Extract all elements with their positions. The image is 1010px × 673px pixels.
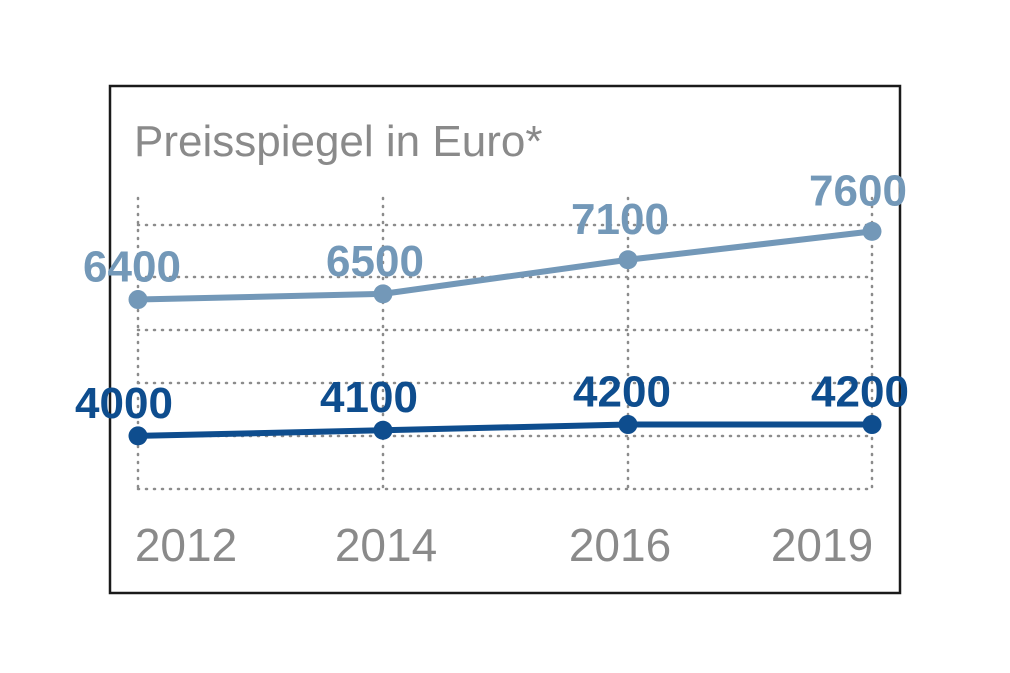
series-1-label-2014: 6500 <box>326 237 424 286</box>
series-2-point-2019 <box>862 415 882 435</box>
series-1-point-2016 <box>618 250 638 270</box>
series-2-point-2014 <box>373 420 393 440</box>
chart-frame <box>108 84 902 595</box>
series-1-label-2019: 7600 <box>809 166 907 215</box>
series-2-line <box>135 421 875 439</box>
series-1-label-2012: 6400 <box>83 243 181 292</box>
series-1-point-2019 <box>862 221 882 241</box>
series-1-line <box>135 228 875 303</box>
series-1-point-2012 <box>128 290 148 310</box>
series-2-label-2016: 4200 <box>573 368 671 417</box>
series-2-point-2016 <box>618 415 638 435</box>
series-layer: 6400 6500 7100 7600 4000 4100 4200 4200 <box>75 166 909 446</box>
series-2-label-2012: 4000 <box>75 379 173 428</box>
series-2-label-2019: 4200 <box>811 368 909 417</box>
x-tick-2019: 2019 <box>771 519 873 571</box>
x-tick-2014: 2014 <box>335 519 437 571</box>
series-2-point-2012 <box>128 426 148 446</box>
series-1-point-2014 <box>373 284 393 304</box>
x-axis-ticks: 2012 2014 2016 2019 <box>135 519 873 571</box>
chart-title: Preisspiegel in Euro* <box>134 117 542 166</box>
x-tick-2012: 2012 <box>135 519 237 571</box>
series-1-label-2016: 7100 <box>571 195 669 244</box>
x-tick-2016: 2016 <box>569 519 671 571</box>
series-2-label-2014: 4100 <box>320 373 418 422</box>
